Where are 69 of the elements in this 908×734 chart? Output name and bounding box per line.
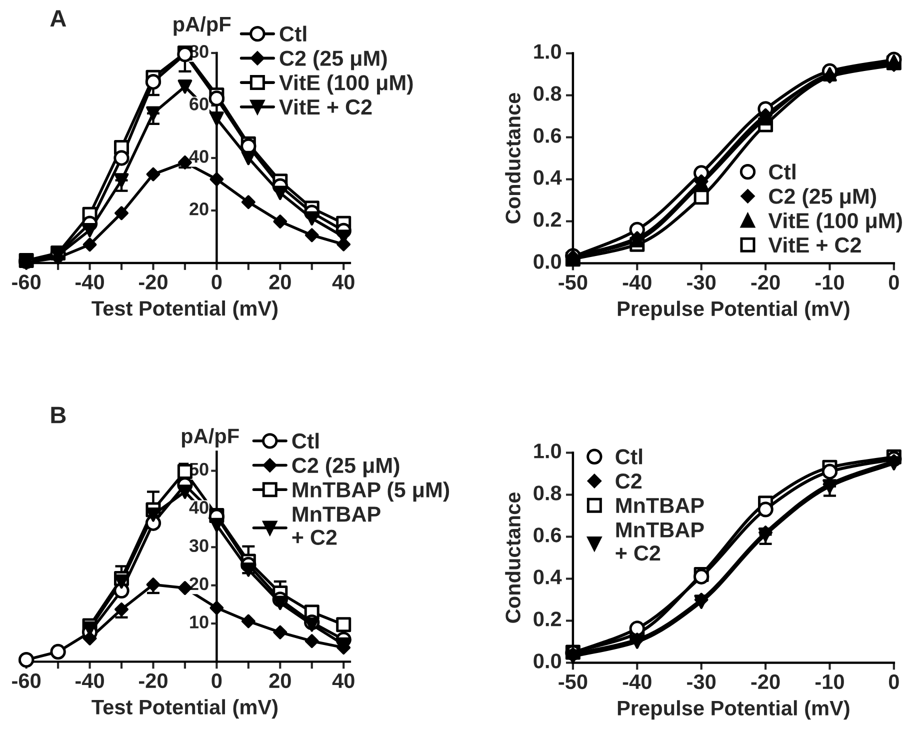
chart-title: A — [50, 10, 66, 27]
x-tick-label: -20 — [138, 274, 168, 290]
x-tick-label: -40 — [76, 274, 104, 290]
y-tick-label: 0.6 — [534, 528, 562, 542]
y-tick-label: 40 — [189, 150, 208, 163]
y-axis-title: pA/pF — [174, 16, 231, 36]
chart-title: B — [51, 406, 66, 424]
x-tick-label: -50 — [558, 674, 588, 690]
x-tick-label: -60 — [12, 673, 41, 688]
y-tick-label: 0.4 — [534, 170, 562, 185]
y-tick-label: 0.2 — [534, 212, 562, 227]
x-tick-label: 40 — [332, 673, 354, 688]
y-tick-label: 1.0 — [534, 444, 561, 458]
y-axis-title: Conductance — [505, 93, 520, 224]
legend-label: VitE (100 μM) — [279, 74, 413, 95]
x-axis-title: Prepulse Potential (mV) — [618, 700, 850, 720]
legend-label: Ctl — [616, 448, 642, 464]
x-tick-label: -10 — [815, 674, 844, 690]
legend-label: Ctl — [292, 432, 319, 449]
x-tick-label: -40 — [622, 274, 652, 290]
y-tick-label: 0.2 — [534, 612, 562, 626]
x-tick-label: 0 — [212, 274, 222, 290]
x-tick-label: -10 — [815, 274, 844, 290]
x-tick-label: -30 — [687, 674, 716, 690]
y-tick-label: 20 — [190, 577, 208, 590]
y-tick-label: 0.0 — [534, 254, 561, 269]
legend-label: Ctl — [769, 164, 796, 180]
y-tick-label: 10 — [190, 616, 208, 628]
x-tick-label: -60 — [12, 274, 41, 290]
y-tick-label: 1.0 — [534, 44, 561, 59]
x-tick-label: -50 — [558, 274, 588, 290]
legend-label: VitE (100 μM) — [768, 212, 902, 233]
y-tick-label: 0.6 — [534, 128, 562, 143]
x-tick-label: -20 — [138, 673, 168, 688]
legend-label: MnTBAP + C2 — [616, 522, 704, 561]
x-tick-label: 0 — [212, 673, 222, 688]
x-tick-label: -20 — [751, 674, 780, 690]
x-tick-label: 20 — [269, 274, 291, 290]
x-tick-label: -30 — [687, 274, 716, 290]
x-tick-label: -40 — [76, 673, 104, 688]
legend-label: Ctl — [280, 26, 306, 42]
x-axis-title: Test Potential (mV) — [92, 300, 278, 320]
x-tick-label: 0 — [888, 274, 899, 290]
y-tick-label: 60 — [190, 98, 208, 110]
legend-label: MnTBAP + C2 — [292, 506, 380, 545]
y-tick-label: 0.8 — [534, 486, 562, 500]
x-tick-label: 20 — [269, 673, 291, 688]
legend-label: MnTBAP (5 μM) — [292, 482, 450, 502]
x-tick-label: 40 — [332, 274, 354, 290]
y-tick-label: 40 — [189, 501, 208, 514]
y-tick-label: 0.8 — [534, 86, 562, 101]
x-axis-title: Test Potential (mV) — [92, 699, 278, 719]
y-axis-title: Conductance — [505, 492, 520, 623]
y-tick-label: 30 — [189, 539, 208, 552]
legend-label: C2 (25 μM) — [769, 188, 876, 208]
legend-label: VitE + C2 — [768, 236, 861, 253]
y-tick-label: 0.0 — [534, 654, 561, 668]
y-tick-label: 20 — [190, 202, 208, 216]
legend-label: MnTBAP — [616, 498, 704, 513]
legend-label: C2 (25 μM) — [280, 50, 387, 70]
x-tick-label: -40 — [622, 674, 652, 690]
legend-label: VitE + C2 — [279, 98, 372, 115]
x-tick-label: -20 — [751, 274, 780, 290]
y-axis-title: pA/pF — [182, 428, 239, 448]
x-axis-title: Prepulse Potential (mV) — [618, 300, 850, 320]
x-tick-label: 0 — [888, 674, 899, 690]
legend-label: C2 — [616, 474, 642, 489]
legend-label: C2 (25 μM) — [292, 457, 400, 478]
y-tick-label: 0.4 — [534, 570, 562, 584]
